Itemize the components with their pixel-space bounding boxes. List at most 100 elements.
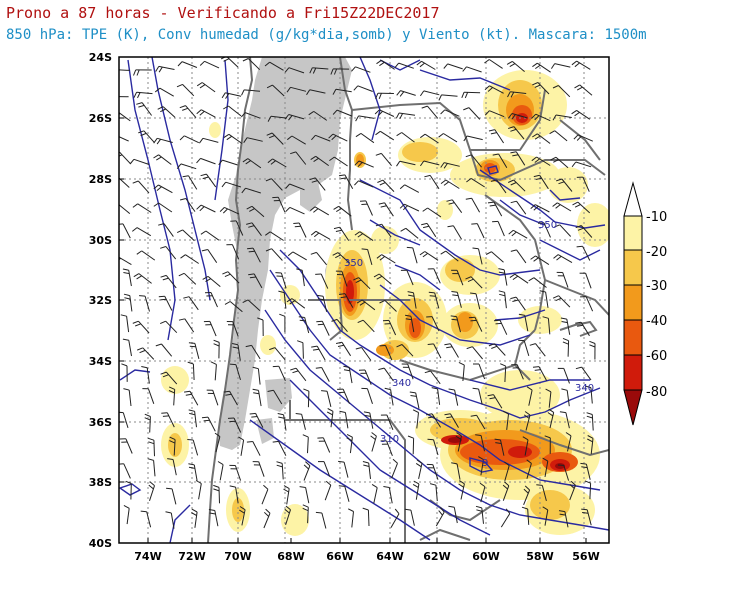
wind-barb: [590, 387, 593, 404]
wind-barb: [149, 416, 151, 433]
wind-barb-feather: [507, 113, 513, 119]
wind-barb: [295, 367, 307, 382]
wind-barb: [543, 222, 551, 238]
wind-barb-feather: [199, 111, 205, 116]
wind-barb-feather: [219, 207, 225, 212]
wind-barb: [344, 174, 354, 190]
wind-barb-feather: [124, 297, 131, 300]
wind-barb-feather: [187, 361, 194, 365]
wind-barb-feather: [195, 480, 202, 484]
wind-barb-feather: [550, 63, 556, 69]
wind-barb-feather: [498, 290, 505, 293]
wind-barb-feather: [396, 160, 401, 167]
wind-barb-feather: [125, 480, 132, 484]
wind-barb: [385, 345, 393, 361]
wind-barb-feather: [223, 390, 230, 393]
wind-barb-feather: [122, 338, 129, 341]
wind-barb-feather: [371, 432, 377, 437]
wind-barb-feather: [446, 346, 453, 349]
wind-barb: [338, 205, 352, 217]
wind-barb-feather: [375, 223, 382, 227]
wind-barb: [478, 388, 483, 405]
wind-barb: [228, 105, 242, 117]
wind-barb: [476, 415, 486, 430]
wind-barb: [119, 69, 130, 71]
wind-barb-feather: [196, 109, 202, 115]
wind-barb-feather: [288, 115, 293, 121]
wind-barb-feather: [284, 114, 290, 120]
wind-barb-feather: [169, 436, 176, 441]
wind-barb: [302, 342, 304, 359]
wind-barb-feather: [476, 509, 483, 512]
wind-barb: [200, 157, 216, 165]
wind-barb-feather: [153, 154, 159, 159]
wind-barb: [172, 459, 177, 476]
wind-barb-feather: [488, 343, 495, 347]
wind-barb: [205, 173, 217, 188]
wind-barb-feather: [466, 346, 473, 350]
wind-barb-feather: [559, 411, 566, 414]
wind-barb: [368, 462, 371, 479]
wind-barb-feather: [285, 183, 290, 189]
wind-barb: [323, 461, 331, 477]
wind-barb: [183, 272, 197, 285]
wind-barb-feather: [176, 229, 183, 234]
wind-barb-feather: [379, 182, 386, 186]
wind-barb-feather: [196, 204, 202, 210]
wind-barb: [533, 277, 547, 288]
wind-barb-feather: [257, 317, 264, 321]
wind-barb-feather: [249, 276, 256, 279]
wind-barb: [474, 316, 483, 332]
wind-barb-feather: [136, 250, 142, 255]
wind-barb: [500, 513, 511, 528]
wind-barb-feather: [558, 510, 565, 513]
wind-barb: [307, 507, 309, 524]
wind-barb-feather: [242, 299, 249, 304]
wind-barb: [137, 180, 150, 194]
wind-barb: [504, 292, 507, 309]
wind-barb: [307, 437, 309, 454]
wind-barb-feather: [512, 299, 519, 302]
wind-barb-feather: [315, 511, 322, 514]
wind-barb-feather: [160, 320, 166, 325]
wind-barb: [271, 132, 284, 145]
wind-barb: [480, 435, 485, 452]
wind-barb-feather: [286, 135, 293, 141]
wind-barb-feather: [162, 374, 169, 378]
wind-barb: [497, 221, 505, 237]
wind-barb: [133, 158, 150, 165]
wind-barb: [170, 512, 175, 529]
wind-barb-feather: [158, 295, 165, 298]
wind-barb-feather: [265, 248, 272, 252]
wind-barb: [391, 463, 398, 479]
wind-barb-feather: [168, 390, 175, 394]
wind-barb: [493, 201, 503, 217]
wind-barb-feather: [185, 393, 192, 396]
wind-barb-feather: [451, 318, 458, 321]
wind-barb-feather: [221, 92, 226, 99]
wind-barb-feather: [309, 67, 313, 74]
lat-label: 26S: [89, 112, 112, 125]
wind-barb: [235, 364, 241, 381]
wind-barb: [445, 250, 459, 262]
wind-barb: [367, 249, 373, 266]
wind-barb: [544, 461, 549, 477]
wind-barb: [528, 389, 533, 406]
wind-barb-feather: [343, 365, 350, 368]
wind-barb: [237, 344, 241, 361]
wind-barb-feather: [239, 506, 246, 511]
wind-barb-feather: [137, 92, 141, 99]
wind-barb: [480, 486, 486, 503]
wind-barb: [362, 319, 375, 333]
wind-barb-feather: [203, 419, 210, 422]
wind-barb-feather: [270, 160, 276, 165]
wind-barb-feather: [213, 484, 220, 488]
wind-barb-feather: [522, 436, 529, 441]
wind-barb: [290, 86, 307, 92]
wind-barb-feather: [356, 299, 363, 304]
wind-barb: [577, 134, 593, 142]
wind-barb: [166, 412, 175, 428]
wind-barb: [489, 110, 505, 118]
wind-barb-feather: [394, 62, 400, 69]
wind-barb-feather: [160, 298, 167, 301]
